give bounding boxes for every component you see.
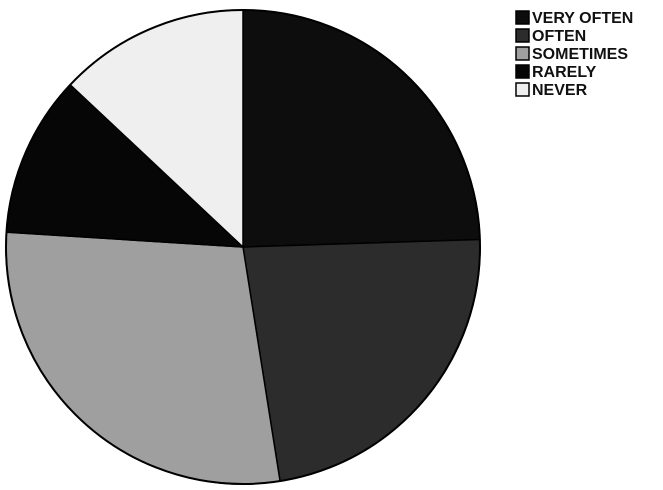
legend-swatch-sometimes [515, 46, 530, 61]
pie-slices [5, 9, 481, 485]
pie-slice-often [242, 238, 481, 482]
pie-slice-sometimes [5, 231, 281, 485]
legend-swatch-often [515, 28, 530, 43]
legend-swatch-very-often [515, 10, 530, 25]
legend-swatch-rarely [515, 64, 530, 79]
legend-label-often: OFTEN [532, 28, 586, 45]
legend-swatch-never [515, 82, 530, 97]
pie-outline [5, 9, 481, 485]
pie-slice-very-often [242, 9, 481, 248]
legend-label-sometimes: SOMETIMES [532, 46, 628, 63]
legend-label-rarely: RARELY [532, 64, 597, 81]
legend-label-very-often: VERY OFTEN [532, 10, 633, 27]
legend-label-never: NEVER [532, 82, 588, 99]
